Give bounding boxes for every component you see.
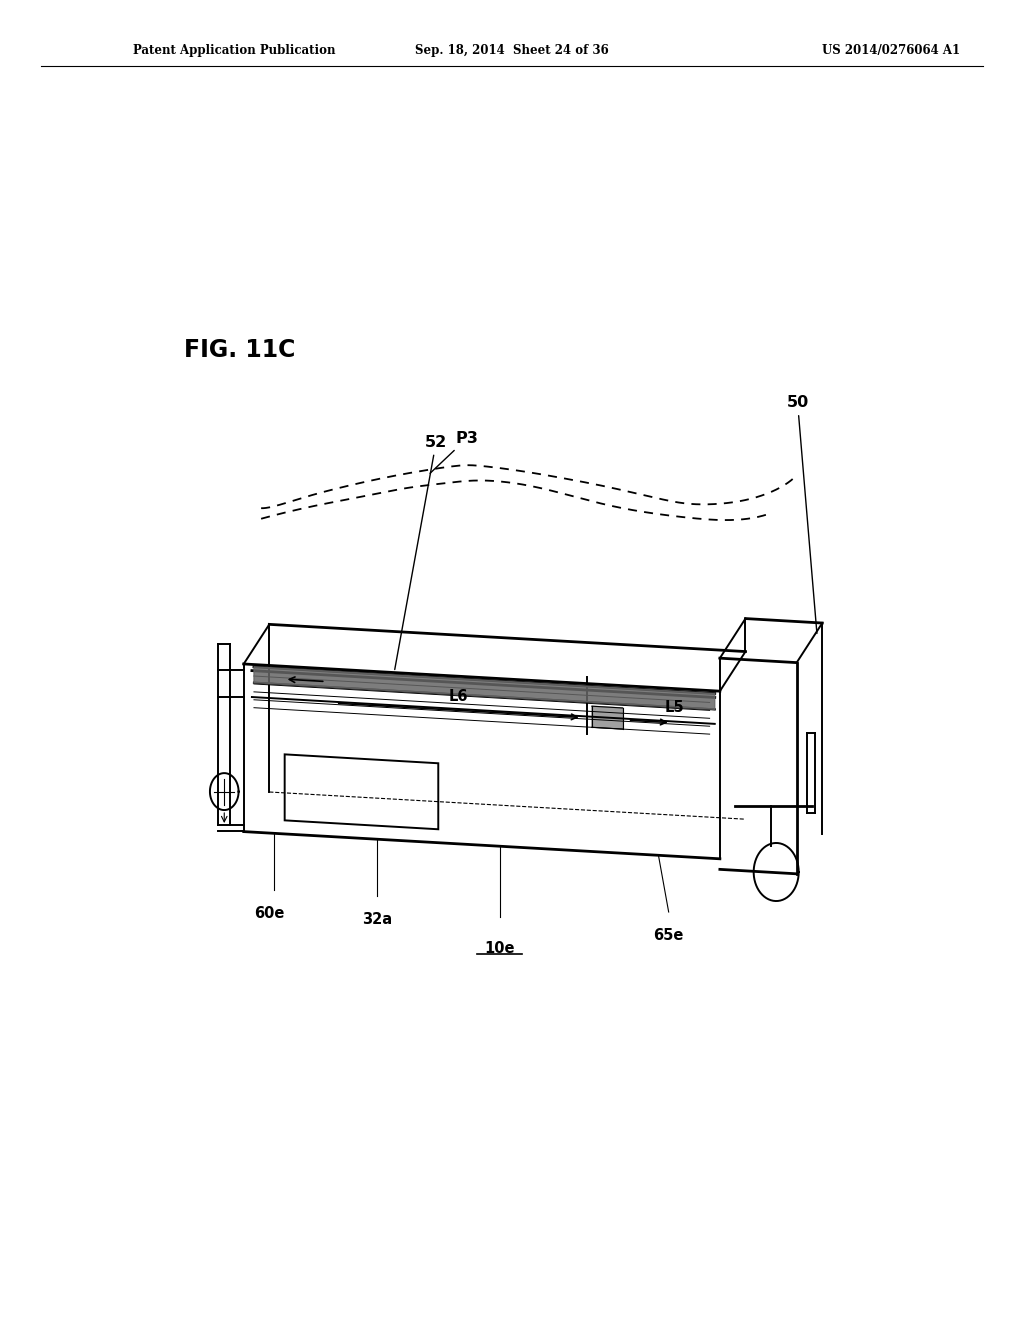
Polygon shape [254, 667, 715, 709]
Text: 32a: 32a [361, 912, 392, 927]
Text: 52: 52 [394, 434, 447, 669]
Polygon shape [592, 706, 623, 729]
Text: P3: P3 [430, 430, 478, 474]
Text: L5: L5 [665, 701, 685, 715]
Text: 10e: 10e [484, 941, 515, 956]
Text: US 2014/0276064 A1: US 2014/0276064 A1 [822, 44, 959, 57]
Text: FIG. 11C: FIG. 11C [184, 338, 296, 362]
Text: L6: L6 [449, 689, 469, 704]
Text: 60e: 60e [254, 906, 285, 920]
Text: 50: 50 [786, 395, 817, 634]
Text: Patent Application Publication: Patent Application Publication [133, 44, 336, 57]
Text: 65e: 65e [653, 928, 684, 942]
Text: Sep. 18, 2014  Sheet 24 of 36: Sep. 18, 2014 Sheet 24 of 36 [415, 44, 609, 57]
